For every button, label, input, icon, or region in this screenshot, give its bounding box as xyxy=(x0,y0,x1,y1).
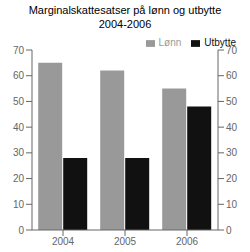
svg-text:2004: 2004 xyxy=(52,236,75,247)
html-text:2004-2006: 2004-2006 xyxy=(98,18,152,30)
svg-text:0: 0 xyxy=(226,225,232,236)
html-text:Utbytte: Utbytte xyxy=(204,37,236,48)
svg-text:60: 60 xyxy=(13,70,25,81)
svg-text:50: 50 xyxy=(226,96,238,107)
svg-text:30: 30 xyxy=(226,147,238,158)
svg-text:60: 60 xyxy=(226,70,238,81)
svg-text:40: 40 xyxy=(226,122,238,133)
html-text:Lønn: Lønn xyxy=(158,37,182,48)
svg-text:50: 50 xyxy=(13,96,25,107)
svg-text:20: 20 xyxy=(226,173,238,184)
svg-text:10: 10 xyxy=(13,199,25,210)
svg-text:70: 70 xyxy=(13,45,25,56)
svg-text:30: 30 xyxy=(13,147,25,158)
svg-text:2006: 2006 xyxy=(176,236,199,247)
svg-text:2005: 2005 xyxy=(114,236,137,247)
html-text:Marginalskattesatser på lønn o: Marginalskattesatser på lønn og utbytte xyxy=(28,4,222,16)
svg-text:10: 10 xyxy=(226,199,238,210)
svg-text:20: 20 xyxy=(13,173,25,184)
svg-text:0: 0 xyxy=(18,225,24,236)
svg-text:40: 40 xyxy=(13,122,25,133)
svg-text:70: 70 xyxy=(226,45,238,56)
